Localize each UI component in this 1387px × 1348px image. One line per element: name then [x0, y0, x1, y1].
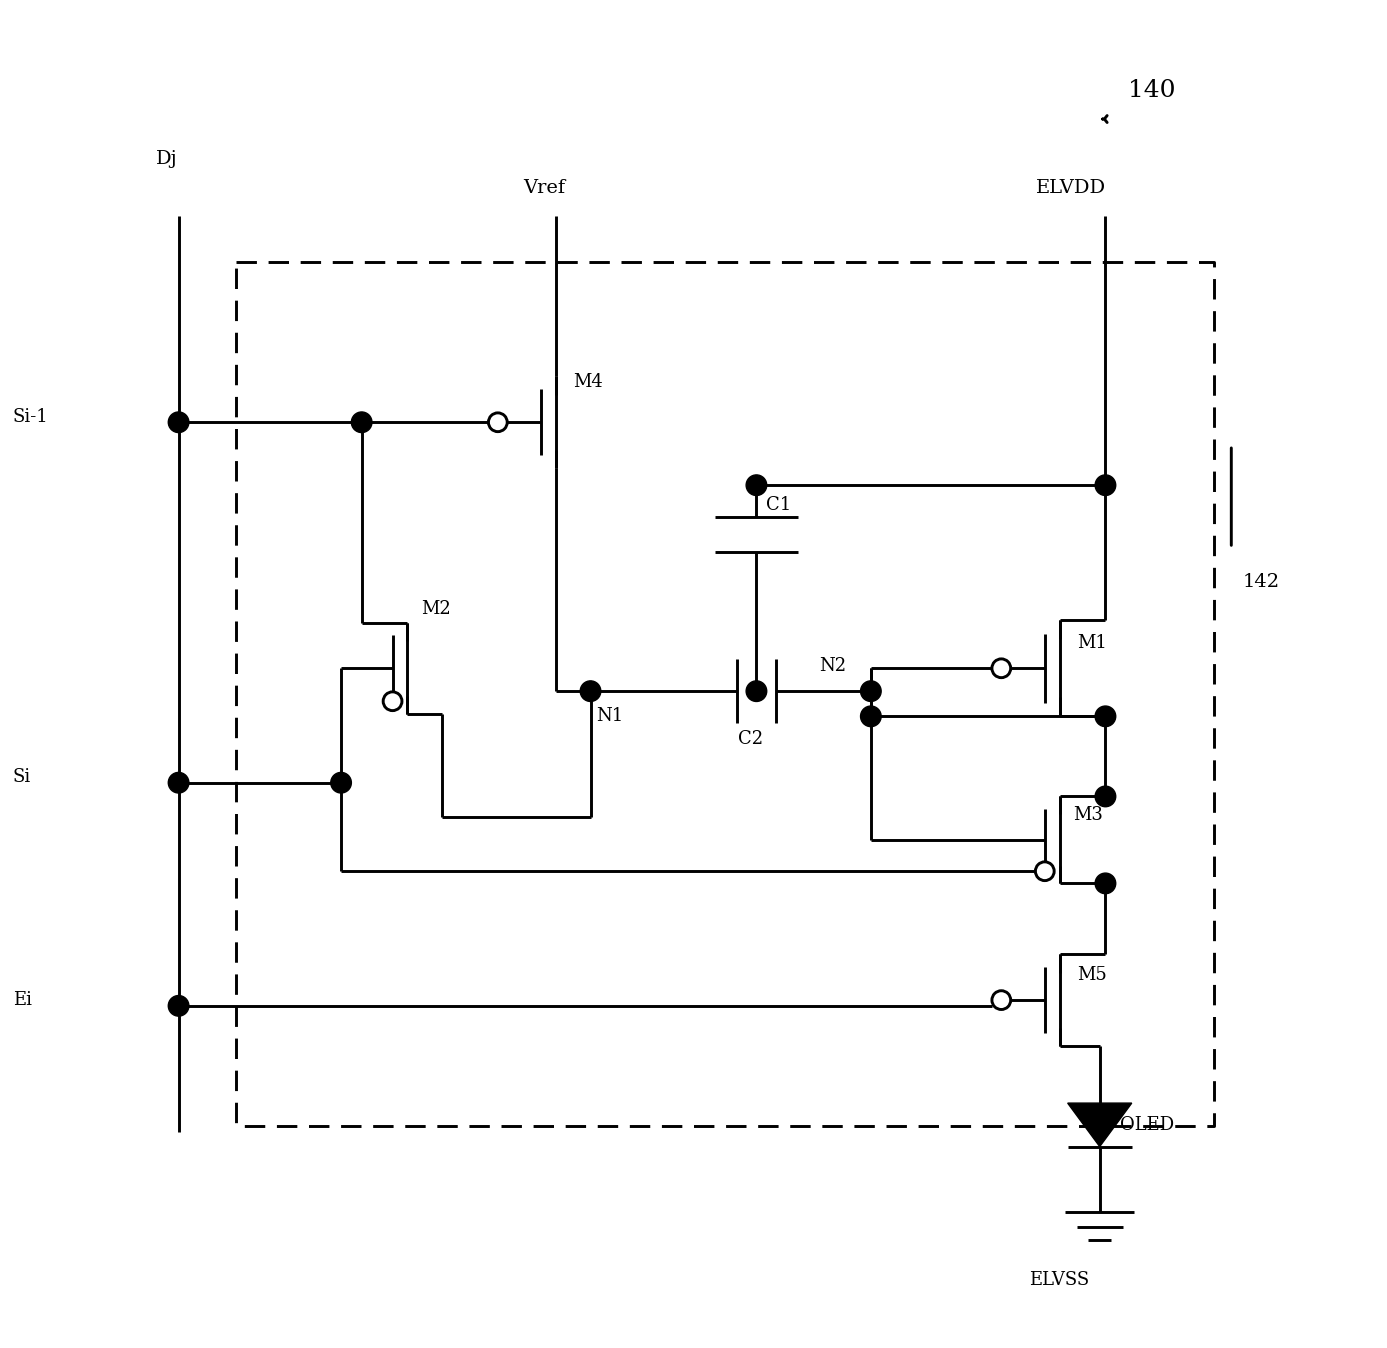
Text: C1: C1: [766, 496, 791, 514]
Circle shape: [992, 659, 1011, 678]
Circle shape: [383, 692, 402, 710]
Circle shape: [746, 681, 767, 701]
Text: ELVSS: ELVSS: [1029, 1271, 1090, 1290]
Text: M1: M1: [1076, 634, 1107, 652]
Text: Ei: Ei: [12, 991, 32, 1010]
Text: Si-1: Si-1: [12, 407, 49, 426]
Text: M2: M2: [422, 600, 451, 617]
Text: C2: C2: [738, 731, 763, 748]
Circle shape: [168, 412, 189, 433]
Circle shape: [580, 681, 601, 701]
Circle shape: [992, 991, 1011, 1010]
Text: M5: M5: [1076, 967, 1107, 984]
Text: 142: 142: [1243, 573, 1280, 592]
Circle shape: [1096, 786, 1115, 806]
Text: M4: M4: [573, 373, 603, 391]
Circle shape: [860, 706, 881, 727]
Text: 140: 140: [1128, 80, 1176, 102]
Polygon shape: [1068, 1103, 1132, 1147]
Circle shape: [330, 772, 351, 793]
Text: OLED: OLED: [1121, 1116, 1175, 1134]
Circle shape: [351, 412, 372, 433]
Text: Si: Si: [12, 768, 31, 786]
Circle shape: [168, 772, 189, 793]
Circle shape: [1096, 474, 1115, 496]
Circle shape: [1096, 874, 1115, 894]
Text: Vref: Vref: [524, 179, 566, 197]
Circle shape: [860, 681, 881, 701]
Text: N2: N2: [820, 656, 846, 675]
Circle shape: [746, 474, 767, 496]
Circle shape: [168, 996, 189, 1016]
Text: N1: N1: [596, 708, 624, 725]
Circle shape: [488, 412, 508, 431]
Text: Dj: Dj: [157, 150, 178, 168]
Text: ELVDD: ELVDD: [1036, 179, 1107, 197]
Circle shape: [1096, 706, 1115, 727]
Circle shape: [1036, 861, 1054, 880]
Text: M3: M3: [1074, 806, 1103, 824]
